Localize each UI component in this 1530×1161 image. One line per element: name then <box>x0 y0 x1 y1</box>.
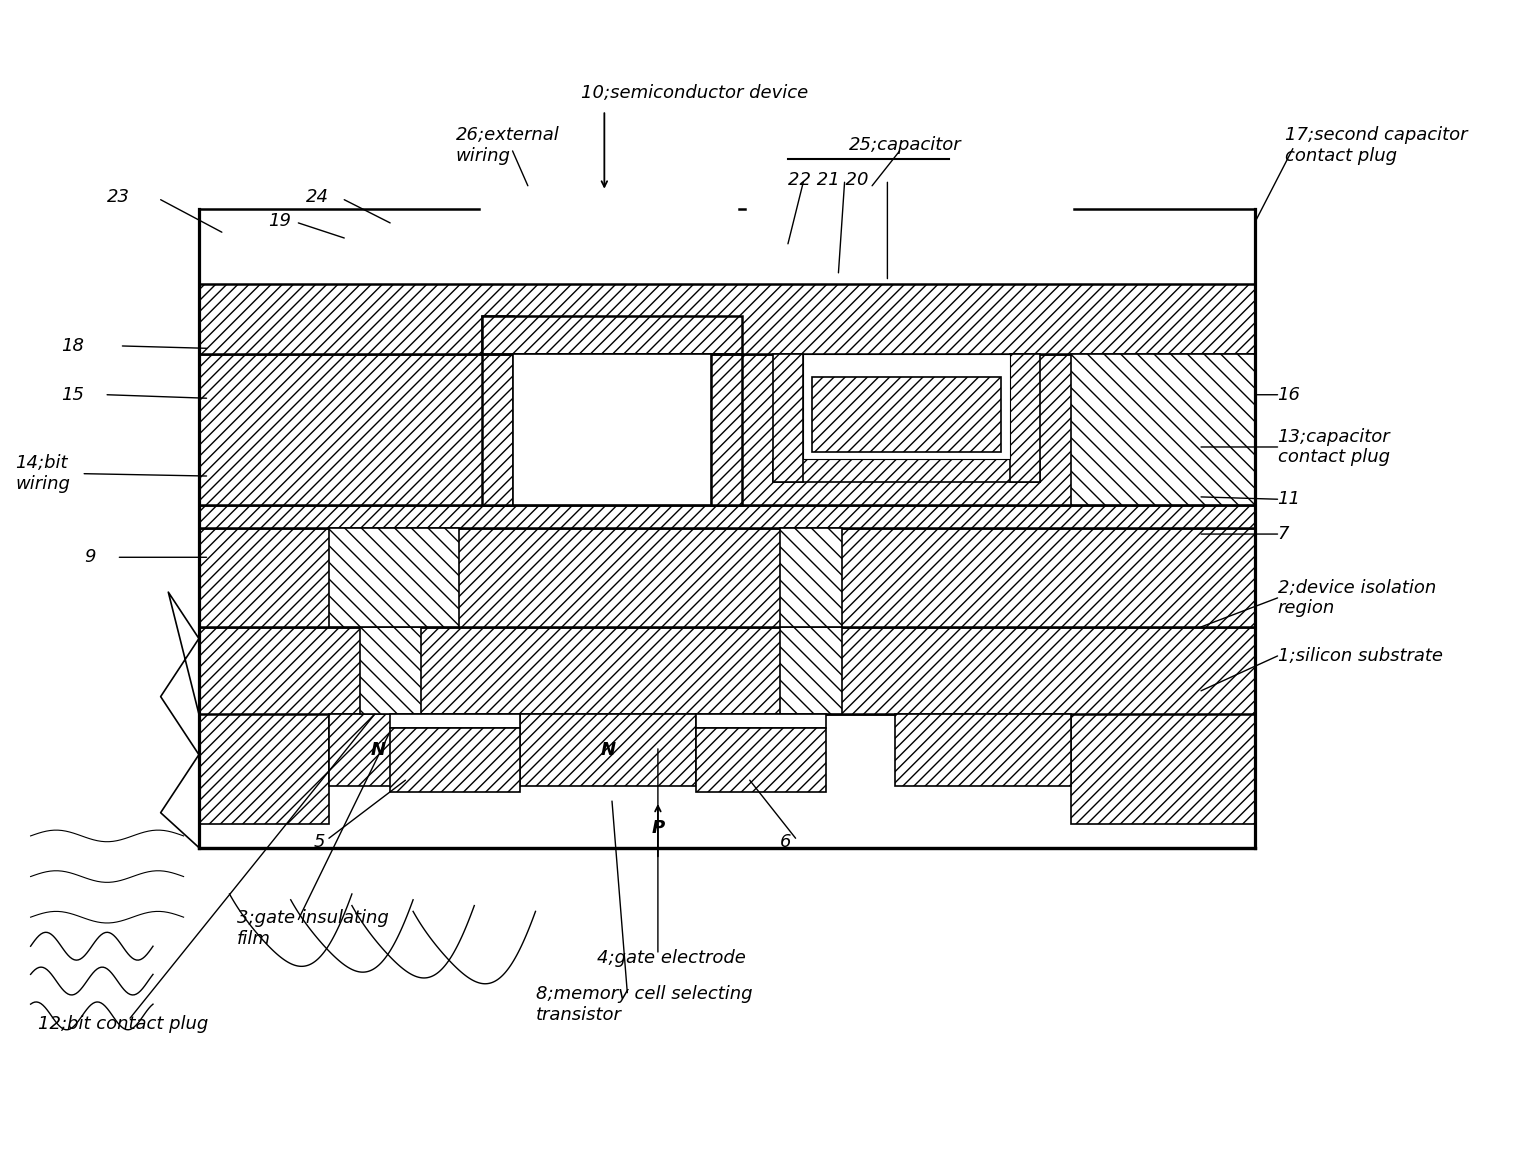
Text: P: P <box>652 819 664 837</box>
Text: 23: 23 <box>107 188 130 207</box>
Text: 15: 15 <box>61 385 84 404</box>
Bar <box>390 714 520 728</box>
Bar <box>1071 714 1255 824</box>
Bar <box>329 714 428 786</box>
Bar <box>199 714 1255 848</box>
Bar <box>780 528 842 627</box>
Bar <box>482 316 513 505</box>
Text: 6: 6 <box>780 832 793 851</box>
Text: 7: 7 <box>1278 525 1290 543</box>
Text: 8;memory cell selecting
transistor: 8;memory cell selecting transistor <box>536 985 753 1024</box>
Text: 10;semiconductor device: 10;semiconductor device <box>581 84 809 102</box>
Text: 26;external
wiring: 26;external wiring <box>456 125 560 165</box>
Bar <box>696 728 826 792</box>
Text: 9: 9 <box>84 548 96 567</box>
Bar <box>1071 354 1255 505</box>
Text: 11: 11 <box>1278 490 1300 509</box>
Text: 3;gate insulating
film: 3;gate insulating film <box>237 909 389 949</box>
Text: N: N <box>601 741 615 759</box>
Bar <box>803 354 1010 459</box>
Text: 24: 24 <box>306 188 329 207</box>
Text: 25;capacitor: 25;capacitor <box>849 136 962 154</box>
Bar <box>1010 354 1040 482</box>
Bar <box>199 627 1255 714</box>
Text: 5: 5 <box>314 832 326 851</box>
Text: 18: 18 <box>61 337 84 355</box>
Bar <box>199 284 1255 354</box>
Text: 16: 16 <box>1278 385 1300 404</box>
Bar <box>520 714 696 786</box>
Bar <box>812 377 1001 452</box>
Bar <box>773 354 803 482</box>
Bar <box>895 714 1071 786</box>
Text: 14;bit
wiring: 14;bit wiring <box>15 454 70 493</box>
Text: 2;device isolation
region: 2;device isolation region <box>1278 578 1435 618</box>
Bar <box>199 528 1255 627</box>
Bar <box>199 354 1255 505</box>
Text: 1;silicon substrate: 1;silicon substrate <box>1278 647 1443 665</box>
Text: 12;bit contact plug: 12;bit contact plug <box>38 1015 208 1033</box>
Text: 22 21 20: 22 21 20 <box>788 171 869 189</box>
Bar <box>390 728 520 792</box>
Bar <box>711 354 742 505</box>
Bar <box>780 627 842 714</box>
Text: 19: 19 <box>268 211 291 230</box>
Text: 17;second capacitor
contact plug: 17;second capacitor contact plug <box>1285 125 1467 165</box>
Bar <box>773 459 1040 482</box>
Bar <box>360 627 421 714</box>
Text: 13;capacitor
contact plug: 13;capacitor contact plug <box>1278 427 1391 467</box>
Bar <box>696 714 826 728</box>
Text: N: N <box>372 741 386 759</box>
Bar <box>329 528 459 627</box>
Bar <box>199 714 329 824</box>
Bar <box>513 354 711 505</box>
Bar <box>199 505 1255 528</box>
Bar <box>482 316 742 354</box>
Text: 4;gate electrode: 4;gate electrode <box>597 949 745 967</box>
